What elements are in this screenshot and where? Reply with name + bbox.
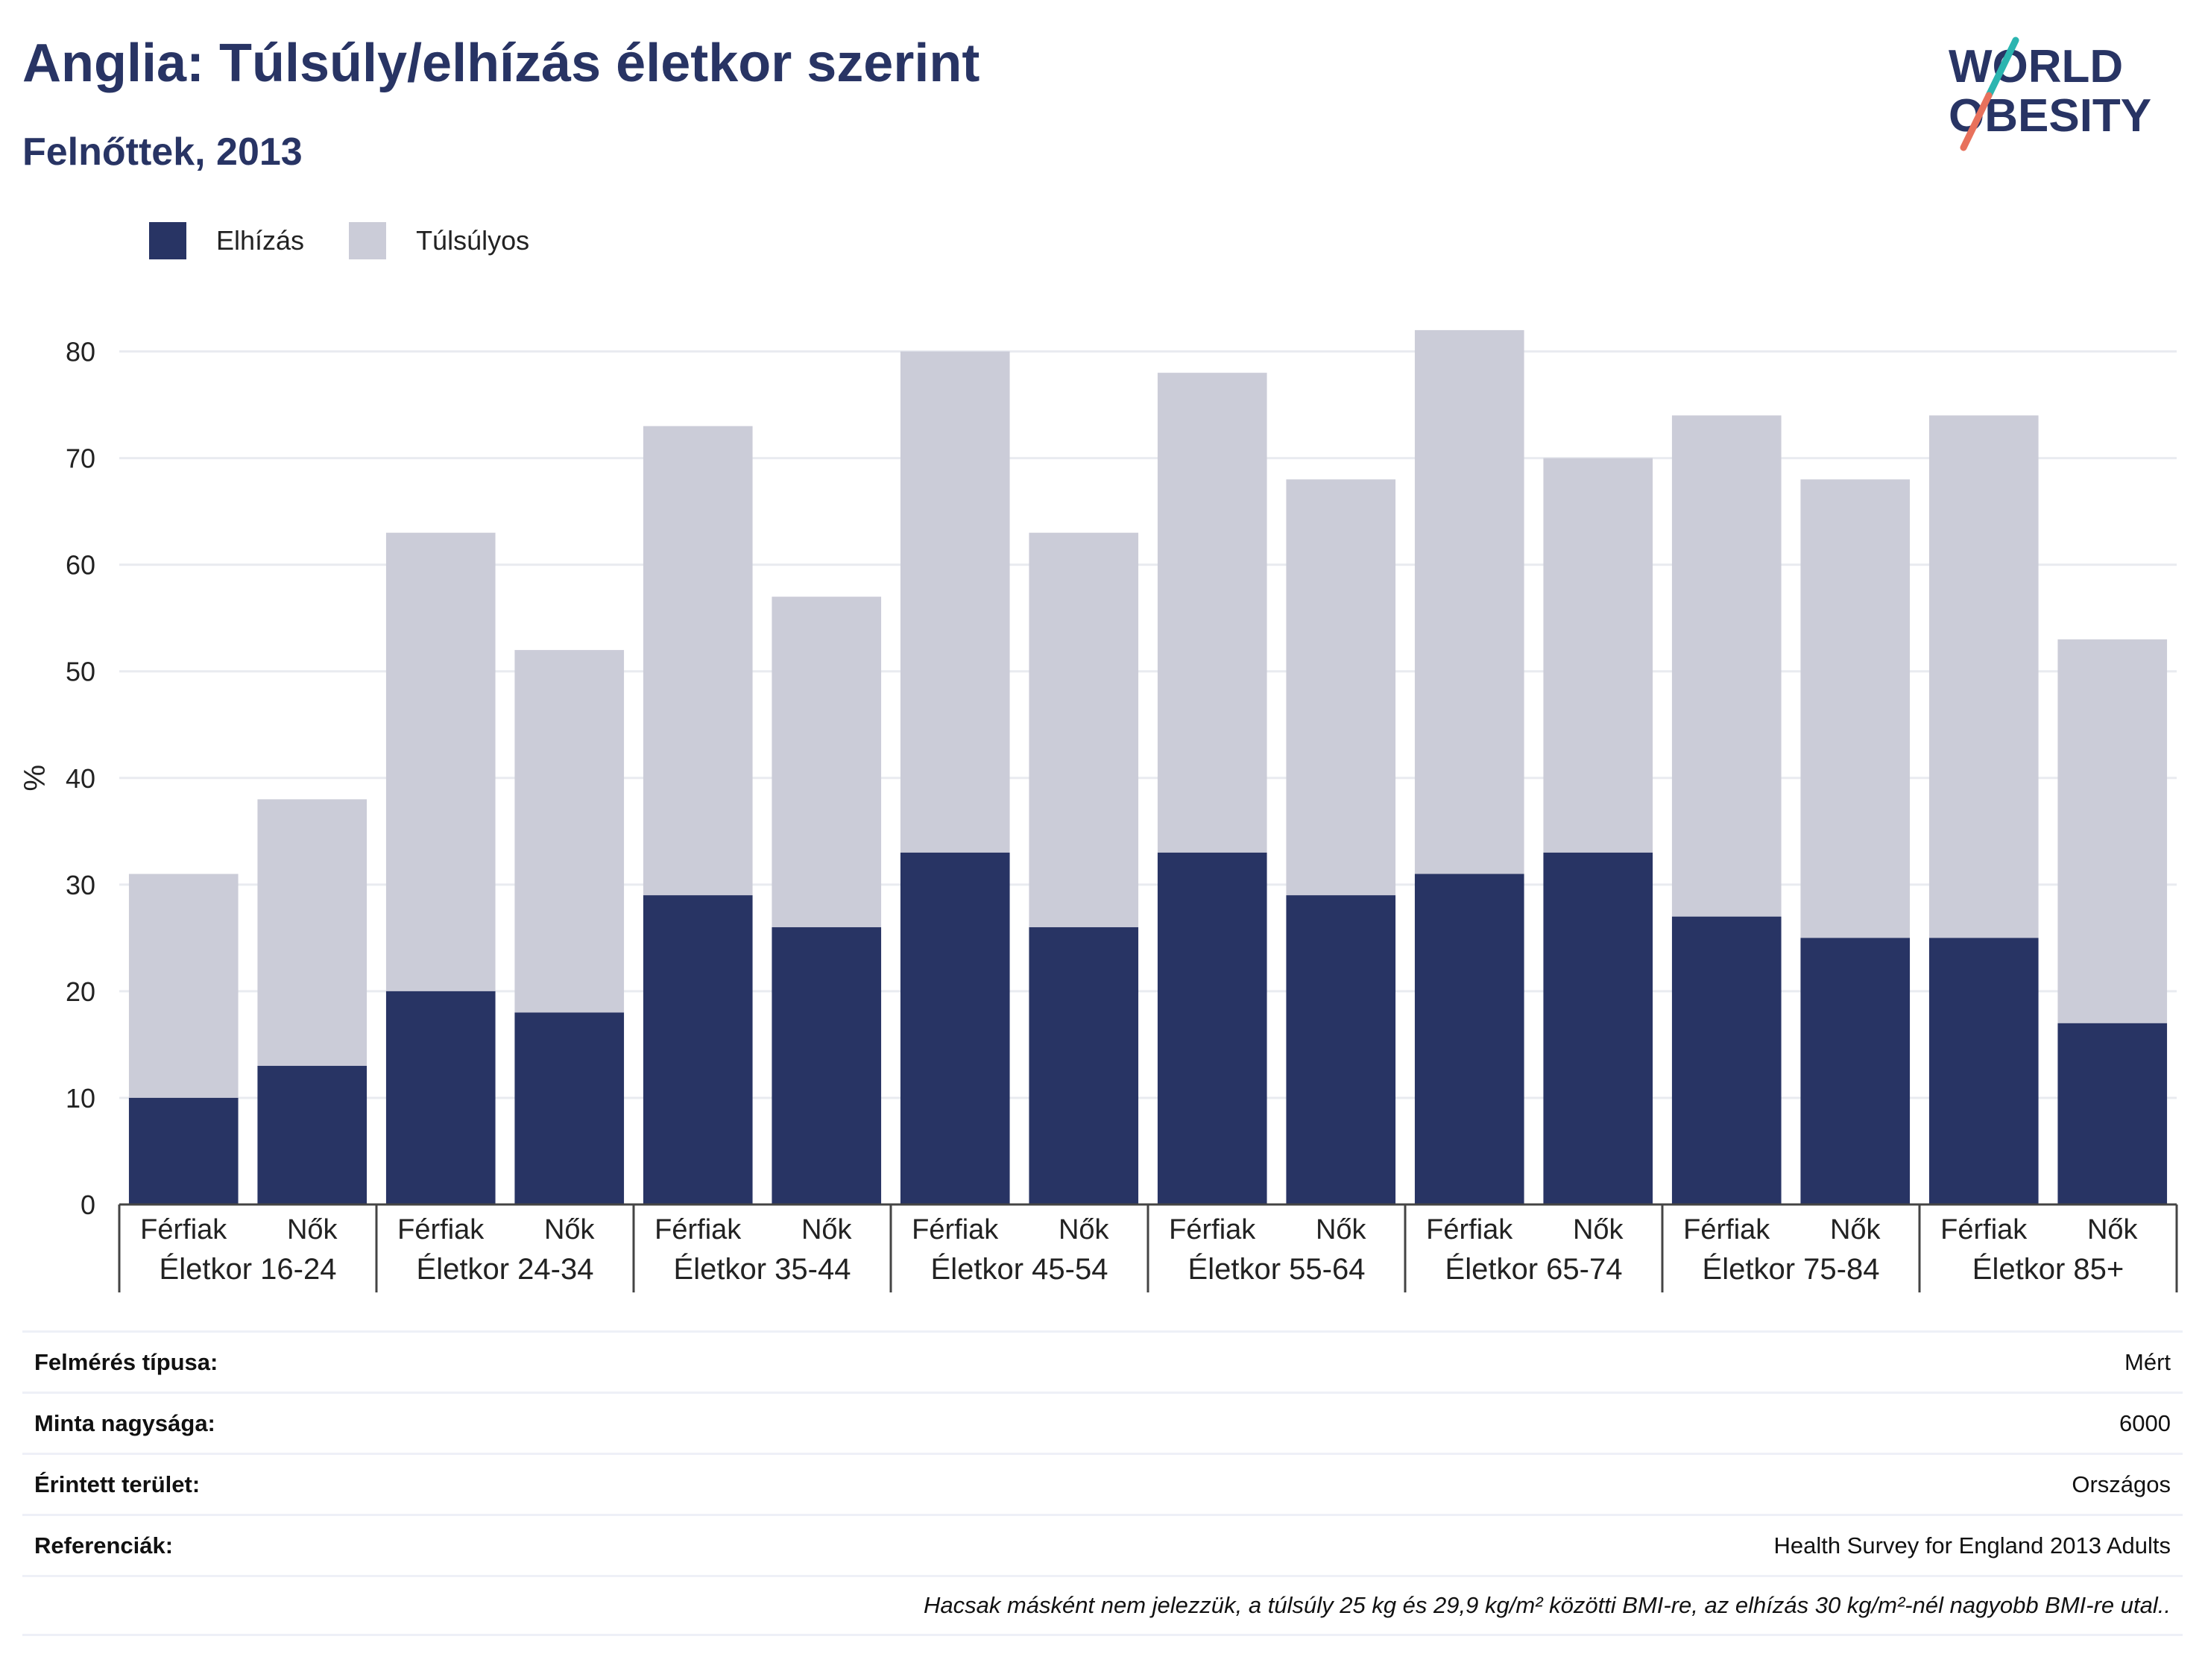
info-row-note: Hacsak másként nem jelezzük, a túlsúly 2… <box>22 1575 2183 1636</box>
bar-overweight <box>1286 479 1396 896</box>
chart-legend: Elhízás Túlsúlyos <box>149 222 574 259</box>
legend-label-obesity: Elhízás <box>216 225 305 256</box>
bar-obesity <box>514 1012 625 1204</box>
x-tick-label-sex: Nők <box>801 1214 853 1245</box>
info-label: Referenciák: <box>34 1532 174 1559</box>
y-axis-label: % <box>19 765 51 792</box>
info-row-survey-type: Felmérés típusa: Mért <box>22 1330 2183 1392</box>
info-value: Mért <box>2124 1348 2171 1375</box>
bar-overweight <box>1928 415 2039 938</box>
bar-obesity <box>1414 874 1524 1204</box>
bar-obesity <box>1543 852 1653 1204</box>
bar-obesity <box>900 852 1010 1204</box>
info-row-sample-size: Minta nagysága: 6000 <box>22 1392 2183 1453</box>
y-tick-label: 20 <box>66 976 95 1007</box>
bar-overweight <box>1543 458 1653 853</box>
x-group-label: Életkor 24-34 <box>417 1252 594 1286</box>
y-tick-label: 60 <box>66 550 95 581</box>
bar-overweight <box>643 426 753 896</box>
info-row-references: Referenciák: Health Survey for England 2… <box>22 1514 2183 1575</box>
info-value: Health Survey for England 2013 Adults <box>1773 1532 2171 1559</box>
bar-overweight <box>514 650 625 1013</box>
legend-label-overweight: Túlsúlyos <box>416 225 530 256</box>
bar-obesity <box>128 1097 239 1204</box>
x-tick-label-sex: Nők <box>2087 1214 2139 1245</box>
y-tick-label: 50 <box>66 657 95 687</box>
bar-overweight <box>1414 329 1524 874</box>
bar-obesity <box>1286 895 1396 1204</box>
stacked-bar-chart: 0 10 20 30 40 50 60 70 80% Férfiak Nők Férfiak Nők Fé… <box>19 329 2178 1292</box>
x-tick-label-sex: Nők <box>1316 1214 1367 1245</box>
bar-overweight <box>1157 373 1267 853</box>
chart-title: Anglia: Túlsúly/elhízás életkor szerint <box>22 34 980 93</box>
bar-obesity <box>1029 927 1139 1204</box>
x-group-label: Életkor 65-74 <box>1445 1252 1623 1286</box>
x-tick-label-sex: Nők <box>1573 1214 1624 1245</box>
y-tick-label: 30 <box>66 870 95 900</box>
legend-item-obesity[interactable]: Elhízás <box>149 222 304 259</box>
bar-obesity <box>1671 916 1782 1204</box>
x-tick-label-sex: Férfiak <box>140 1214 227 1245</box>
world-obesity-logo: WORLD OBESITY <box>1949 37 2151 151</box>
bar-obesity <box>2057 1023 2168 1204</box>
definition-note: Hacsak másként nem jelezzük, a túlsúly 2… <box>924 1592 2171 1618</box>
bar-obesity <box>772 927 882 1204</box>
x-tick-label-sex: Férfiak <box>1169 1214 1256 1245</box>
info-label: Minta nagysága: <box>34 1409 215 1436</box>
x-tick-label-sex: Nők <box>544 1214 596 1245</box>
x-tick-label-sex: Férfiak <box>654 1214 742 1245</box>
logo-slash-coral <box>1960 92 1993 151</box>
x-tick-label-sex: Nők <box>1059 1214 1110 1245</box>
info-label: Érintett terület: <box>34 1471 201 1497</box>
logo-text-world: WORLD <box>1949 41 2123 92</box>
survey-info-table: Felmérés típusa: Mért Minta nagysága: 60… <box>22 1330 2183 1636</box>
x-tick-label-sex: Nők <box>1830 1214 1881 1245</box>
info-value: 6000 <box>2119 1409 2171 1436</box>
bar-overweight <box>772 596 882 928</box>
x-group-label: Életkor 45-54 <box>931 1252 1108 1286</box>
legend-swatch-obesity <box>149 222 186 259</box>
x-group-label: Életkor 35-44 <box>674 1252 851 1286</box>
x-tick-label-sex: Férfiak <box>912 1214 999 1245</box>
legend-swatch-overweight <box>349 222 387 259</box>
bar-overweight <box>2057 639 2168 1023</box>
y-tick-label: 10 <box>66 1083 95 1114</box>
bar-overweight <box>257 799 368 1067</box>
bar-obesity <box>385 991 496 1204</box>
bar-obesity <box>643 895 753 1204</box>
x-tick-label-sex: Férfiak <box>1683 1214 1770 1245</box>
bar-overweight <box>1029 532 1139 928</box>
logo-slash-teal <box>1985 37 2019 99</box>
bar-overweight <box>900 351 1010 853</box>
x-tick-label-sex: Férfiak <box>1426 1214 1513 1245</box>
info-label: Felmérés típusa: <box>34 1348 218 1375</box>
bar-overweight <box>1671 415 1782 917</box>
x-group-label: Életkor 16-24 <box>160 1252 337 1286</box>
x-group-label: Életkor 75-84 <box>1703 1252 1880 1286</box>
chart-subtitle: Felnőttek, 2013 <box>22 130 303 174</box>
bar-obesity <box>1800 938 1911 1204</box>
bar-obesity <box>257 1066 368 1204</box>
bar-overweight <box>385 532 496 991</box>
y-tick-label: 40 <box>66 763 95 794</box>
bar-overweight <box>128 874 239 1098</box>
legend-item-overweight[interactable]: Túlsúlyos <box>349 222 529 259</box>
y-tick-label: 0 <box>81 1190 95 1220</box>
bar-obesity <box>1157 852 1267 1204</box>
x-tick-label-sex: Férfiak <box>1940 1214 2028 1245</box>
bar-overweight <box>1800 479 1911 938</box>
bar-obesity <box>1928 938 2039 1204</box>
info-value: Országos <box>2072 1471 2171 1497</box>
x-group-label: Életkor 85+ <box>1972 1252 2124 1286</box>
x-tick-label-sex: Nők <box>287 1214 338 1245</box>
info-row-coverage: Érintett terület: Országos <box>22 1453 2183 1514</box>
x-group-label: Életkor 55-64 <box>1188 1252 1366 1286</box>
y-tick-label: 70 <box>66 443 95 474</box>
y-tick-label: 80 <box>66 337 95 367</box>
x-tick-label-sex: Férfiak <box>397 1214 485 1245</box>
